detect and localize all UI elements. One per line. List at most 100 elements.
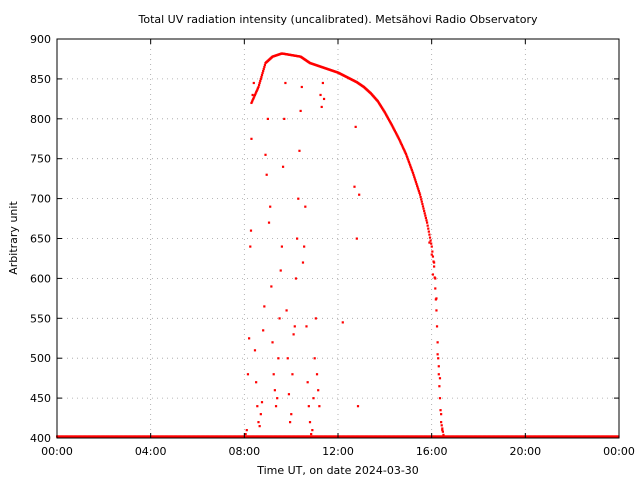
x-tick-label: 12:00	[322, 445, 354, 458]
data-point	[252, 97, 255, 101]
data-point	[425, 221, 429, 224]
data-point	[440, 424, 443, 427]
data-point	[417, 188, 420, 191]
data-point	[392, 127, 395, 130]
data-point	[264, 153, 267, 156]
data-point	[322, 97, 326, 101]
data-point	[256, 87, 259, 90]
data-point	[439, 409, 442, 412]
data-point	[437, 373, 440, 376]
data-point	[320, 105, 323, 109]
y-tick-label: 550	[30, 312, 51, 325]
data-point	[430, 242, 433, 245]
data-point	[245, 429, 248, 432]
data-point	[405, 154, 408, 157]
y-tick-label: 650	[30, 233, 51, 246]
data-point	[271, 341, 274, 344]
data-point	[401, 145, 404, 148]
data-point	[311, 429, 314, 432]
data-point	[434, 287, 437, 290]
data-point	[412, 173, 415, 177]
data-point	[425, 219, 428, 222]
data-point	[263, 63, 267, 67]
data-point	[441, 429, 444, 432]
data-point	[401, 146, 405, 149]
data-point	[390, 124, 394, 127]
data-point	[276, 397, 279, 400]
data-point	[263, 305, 266, 308]
data-point	[300, 85, 303, 89]
data-point	[262, 67, 265, 71]
data-point	[403, 150, 406, 153]
data-point	[313, 357, 316, 360]
data-point	[392, 126, 395, 129]
data-point	[419, 195, 422, 199]
data-point	[273, 389, 276, 392]
data-point	[274, 405, 278, 408]
data-point	[258, 81, 261, 85]
data-point	[298, 149, 301, 152]
data-point	[293, 325, 296, 328]
data-point	[307, 405, 310, 408]
data-point	[353, 185, 356, 188]
data-point	[394, 132, 398, 135]
data-point	[248, 337, 251, 340]
data-point	[249, 229, 253, 232]
data-point	[440, 421, 443, 424]
grid-lines	[57, 39, 619, 438]
data-point	[253, 95, 256, 98]
data-point	[414, 179, 417, 182]
x-tick-label: 04:00	[135, 445, 167, 458]
data-point	[433, 261, 436, 264]
data-point	[304, 205, 307, 208]
data-point	[430, 245, 433, 248]
data-point	[305, 325, 308, 328]
data-point	[261, 71, 264, 75]
data-point	[285, 309, 288, 312]
data-point	[394, 130, 397, 134]
data-point	[437, 357, 440, 360]
data-point	[283, 117, 286, 120]
data-point	[255, 381, 258, 384]
data-point	[424, 214, 427, 217]
data-point	[267, 221, 271, 224]
y-tick-label: 400	[30, 432, 51, 445]
data-point	[277, 357, 280, 360]
data-point	[280, 245, 283, 248]
data-point	[257, 421, 260, 424]
data-point	[260, 75, 263, 79]
data-point	[431, 250, 434, 253]
data-point	[395, 133, 398, 136]
data-point	[287, 393, 291, 396]
x-axis-label: Time UT, on date 2024-03-30	[256, 464, 419, 477]
data-point	[279, 269, 282, 272]
data-point	[421, 205, 425, 208]
data-point	[260, 401, 264, 404]
data-point	[420, 200, 423, 203]
data-point	[413, 175, 416, 178]
data-point	[356, 405, 360, 408]
data-point	[249, 245, 252, 248]
data-point	[296, 237, 299, 240]
data-point	[400, 144, 404, 147]
data-point	[257, 83, 261, 87]
data-point	[259, 79, 262, 83]
data-point	[408, 162, 411, 165]
data-point	[427, 230, 430, 233]
data-point	[415, 182, 418, 186]
data-point	[321, 81, 324, 85]
data-point	[299, 109, 302, 113]
data-point	[272, 373, 275, 376]
data-point	[251, 99, 254, 102]
data-point	[427, 227, 430, 230]
data-point	[404, 151, 407, 154]
data-point	[288, 421, 292, 424]
data-point	[431, 273, 435, 276]
data-point	[407, 159, 410, 162]
data-point	[423, 209, 426, 213]
data-point	[263, 65, 266, 69]
data-point	[294, 277, 298, 280]
data-point	[297, 197, 300, 200]
data-point	[418, 193, 422, 196]
data-point	[421, 202, 424, 206]
